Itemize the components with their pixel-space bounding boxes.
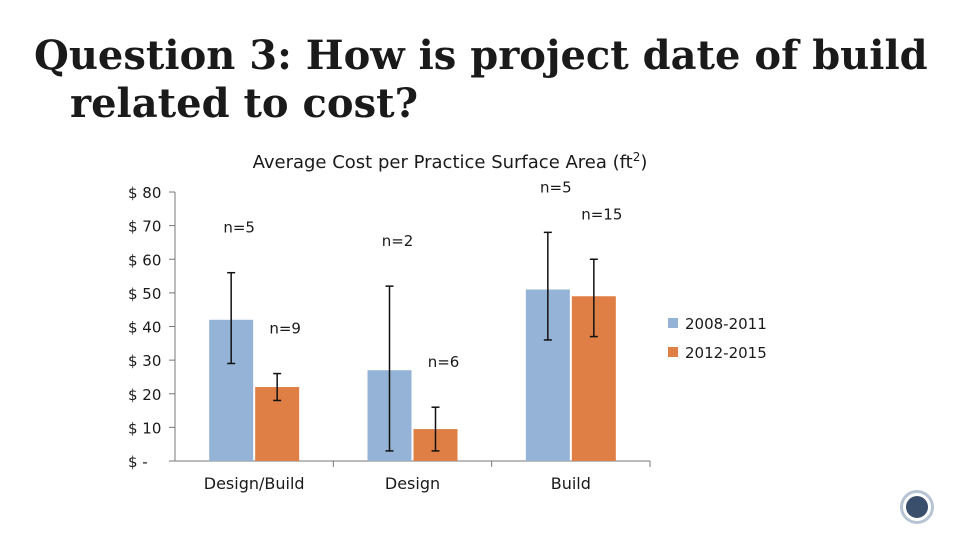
y-tick-label: $ 20 xyxy=(128,386,161,404)
slide-title-line-1: Question 3: How is project date of build xyxy=(34,32,928,79)
x-category-label: Design/Build xyxy=(204,474,305,493)
y-tick-label: $ 10 xyxy=(128,419,161,437)
y-tick-label: $ - xyxy=(128,453,148,471)
legend-label: 2008-2011 xyxy=(685,315,767,333)
y-tick-label: $ 50 xyxy=(128,285,161,303)
chart-title: Average Cost per Practice Surface Area (… xyxy=(253,150,648,173)
y-tick-label: $ 40 xyxy=(128,319,161,337)
n-label: n=9 xyxy=(269,320,301,338)
y-tick-label: $ 30 xyxy=(128,352,161,370)
legend-swatch xyxy=(668,347,678,357)
y-tick-label: $ 80 xyxy=(128,184,161,202)
slide-title: Question 3: How is project date of build… xyxy=(34,32,944,128)
x-category-label: Build xyxy=(551,474,591,493)
y-tick-label: $ 60 xyxy=(128,251,161,269)
x-category-label: Design xyxy=(385,474,440,493)
n-label: n=2 xyxy=(382,232,414,250)
n-label: n=6 xyxy=(428,353,460,371)
badge-inner-circle xyxy=(906,496,928,518)
slide-number-badge xyxy=(900,490,934,524)
n-label: n=15 xyxy=(581,205,622,223)
legend-swatch xyxy=(668,318,678,328)
n-label: n=5 xyxy=(223,219,255,237)
n-label: n=5 xyxy=(540,178,572,196)
slide-title-line-2: related to cost? xyxy=(70,80,419,127)
legend-label: 2012-2015 xyxy=(685,344,767,362)
y-tick-label: $ 70 xyxy=(128,218,161,236)
